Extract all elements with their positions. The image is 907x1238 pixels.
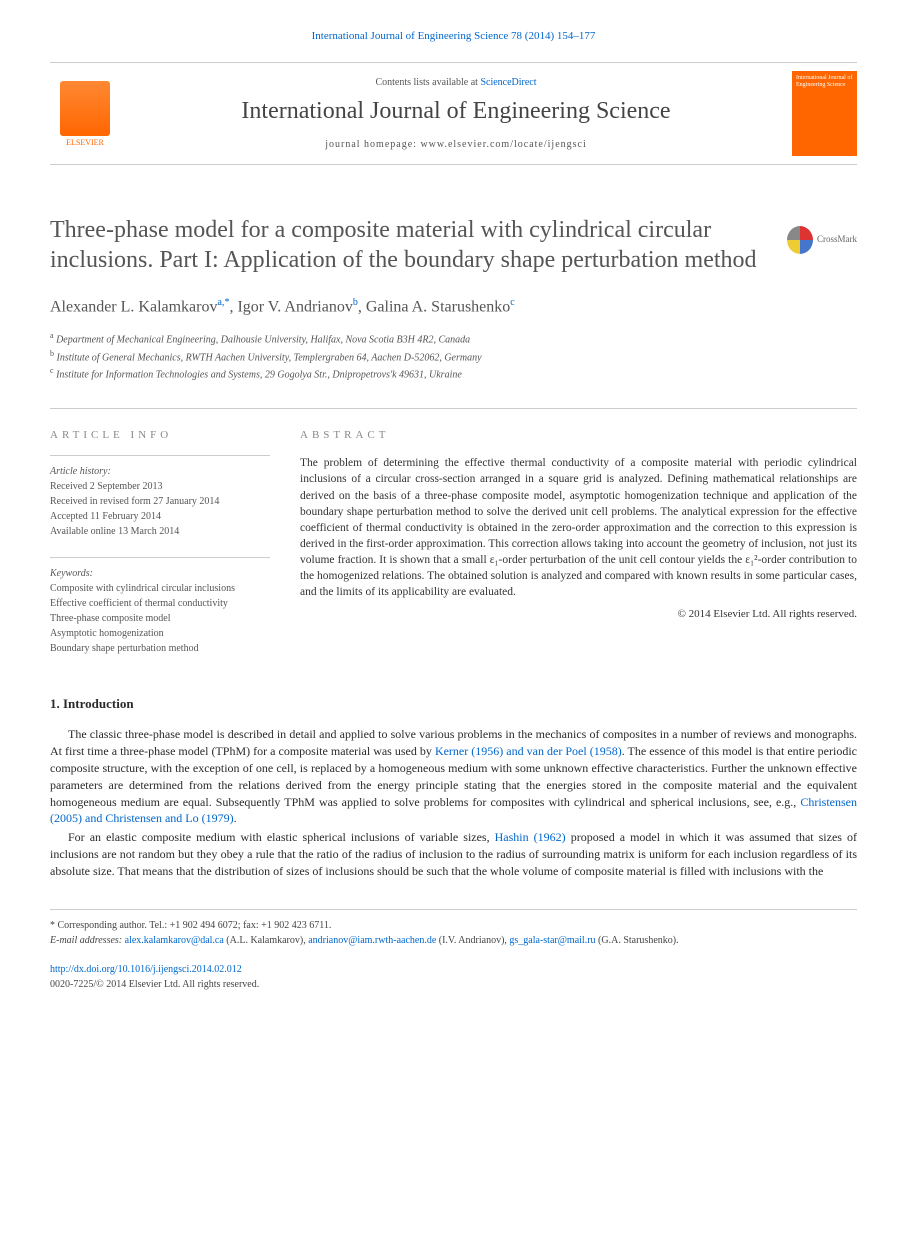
keyword-5: Boundary shape perturbation method: [50, 641, 270, 656]
elsevier-tree-icon: [60, 81, 110, 136]
keywords-label: Keywords:: [50, 566, 270, 581]
citation-hashin[interactable]: Hashin (1962): [495, 830, 566, 844]
doi-line: http://dx.doi.org/10.1016/j.ijengsci.201…: [50, 962, 857, 977]
crossmark-badge[interactable]: CrossMark: [787, 220, 857, 260]
author-3[interactable]: , Galina A. Starushenko: [358, 298, 510, 315]
date-revised: Received in revised form 27 January 2014: [50, 494, 270, 509]
sciencedirect-link[interactable]: ScienceDirect: [480, 77, 536, 88]
contents-line: Contents lists available at ScienceDirec…: [140, 77, 772, 88]
doi-link[interactable]: http://dx.doi.org/10.1016/j.ijengsci.201…: [50, 964, 242, 975]
header-center: Contents lists available at ScienceDirec…: [140, 77, 772, 150]
article-info-column: ARTICLE INFO Article history: Received 2…: [50, 429, 270, 656]
affiliation-b: b Institute of General Mechanics, RWTH A…: [50, 348, 857, 365]
email2-name: (I.V. Andrianov),: [436, 935, 509, 946]
homepage-line: journal homepage: www.elsevier.com/locat…: [140, 139, 772, 150]
keyword-4: Asymptotic homogenization: [50, 626, 270, 641]
email-kalamkarov[interactable]: alex.kalamkarov@dal.ca: [125, 935, 224, 946]
homepage-url[interactable]: www.elsevier.com/locate/ijengsci: [420, 139, 586, 150]
info-abstract-row: ARTICLE INFO Article history: Received 2…: [50, 408, 857, 656]
author-2[interactable]: , Igor V. Andrianov: [229, 298, 352, 315]
header-citation[interactable]: International Journal of Engineering Sci…: [50, 30, 857, 42]
homepage-prefix: journal homepage:: [325, 139, 420, 150]
issn-copyright: 0020-7225/© 2014 Elsevier Ltd. All right…: [50, 977, 857, 992]
email3-name: (G.A. Starushenko).: [596, 935, 679, 946]
title-text: Three-phase model for a composite materi…: [50, 217, 757, 273]
history-label: Article history:: [50, 464, 270, 479]
article-history: Article history: Received 2 September 20…: [50, 455, 270, 539]
keyword-2: Effective coefficient of thermal conduct…: [50, 596, 270, 611]
crossmark-label: CrossMark: [817, 234, 857, 245]
affiliation-a: a Department of Mechanical Engineering, …: [50, 330, 857, 347]
keywords: Keywords: Composite with cylindrical cir…: [50, 557, 270, 656]
date-accepted: Accepted 11 February 2014: [50, 509, 270, 524]
corresponding-author-note: * Corresponding author. Tel.: +1 902 494…: [50, 918, 857, 933]
article-info-heading: ARTICLE INFO: [50, 429, 270, 441]
contents-prefix: Contents lists available at: [375, 77, 480, 88]
email-andrianov[interactable]: andrianov@iam.rwth-aachen.de: [308, 935, 436, 946]
p1-text-c: .: [234, 811, 237, 825]
abstract-copyright: © 2014 Elsevier Ltd. All rights reserved…: [300, 608, 857, 620]
journal-name: International Journal of Engineering Sci…: [140, 98, 772, 125]
affiliation-c: c Institute for Information Technologies…: [50, 365, 857, 382]
abstract-heading: ABSTRACT: [300, 429, 857, 441]
intro-para-2: For an elastic composite medium with ela…: [50, 829, 857, 879]
date-online: Available online 13 March 2014: [50, 524, 270, 539]
affiliations: a Department of Mechanical Engineering, …: [50, 330, 857, 382]
article-title: Three-phase model for a composite materi…: [50, 215, 857, 275]
authors-line: Alexander L. Kalamkarova,*, Igor V. Andr…: [50, 297, 857, 316]
email1-name: (A.L. Kalamkarov),: [224, 935, 308, 946]
publisher-name: ELSEVIER: [66, 138, 104, 147]
keyword-3: Three-phase composite model: [50, 611, 270, 626]
section-1-heading: 1. Introduction: [50, 696, 857, 712]
email-addresses: E-mail addresses: alex.kalamkarov@dal.ca…: [50, 933, 857, 948]
author-3-affil: c: [510, 297, 514, 308]
abstract-text: The problem of determining the effective…: [300, 455, 857, 600]
keyword-1: Composite with cylindrical circular incl…: [50, 581, 270, 596]
abstract-column: ABSTRACT The problem of determining the …: [300, 429, 857, 656]
email-starushenko[interactable]: gs_gala-star@mail.ru: [509, 935, 595, 946]
p2-text-a: For an elastic composite medium with ela…: [68, 830, 495, 844]
journal-cover-thumbnail[interactable]: International Journal of Engineering Sci…: [792, 71, 857, 156]
header-bar: ELSEVIER Contents lists available at Sci…: [50, 62, 857, 165]
elsevier-logo[interactable]: ELSEVIER: [50, 74, 120, 154]
citation-kerner-vanderpoel[interactable]: Kerner (1956) and van der Poel (1958): [435, 744, 622, 758]
email-label: E-mail addresses:: [50, 935, 125, 946]
crossmark-icon: [787, 226, 813, 254]
footer: * Corresponding author. Tel.: +1 902 494…: [50, 909, 857, 992]
intro-para-1: The classic three-phase model is describ…: [50, 726, 857, 827]
date-received: Received 2 September 2013: [50, 479, 270, 494]
author-1[interactable]: Alexander L. Kalamkarov: [50, 298, 217, 315]
